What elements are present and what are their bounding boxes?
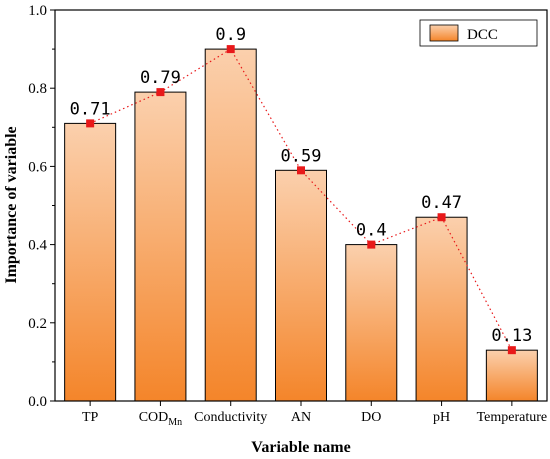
bar-conductivity	[204, 48, 257, 402]
bar-tp	[64, 122, 117, 402]
x-axis: TP CODMn Conductivity AN DO pH Temperature	[82, 401, 547, 428]
x-tick-label-an: AN	[291, 410, 311, 425]
y-axis: 0.0 0.2 0.4 0.6 0.8 1.0	[28, 3, 55, 410]
legend-swatch	[429, 24, 459, 42]
x-tick-label-temperature: Temperature	[477, 410, 548, 425]
y-tick-label: 0.6	[28, 159, 47, 175]
bar-ph	[415, 216, 468, 402]
marker-cod	[156, 88, 165, 97]
value-label-temperature: 0.13	[491, 326, 532, 346]
x-axis-label: Variable name	[251, 439, 350, 456]
value-label-do: 0.4	[356, 221, 387, 241]
y-tick-label: 0.8	[28, 81, 47, 97]
bars	[64, 48, 538, 402]
value-labels: 0.71 0.79 0.9 0.59 0.4 0.47 0.13	[70, 25, 533, 346]
value-label-cod: 0.79	[140, 68, 181, 88]
marker-do	[367, 240, 376, 249]
marker-conductivity	[226, 45, 235, 54]
legend: DCC	[419, 19, 538, 47]
value-label-an: 0.59	[281, 146, 322, 166]
value-label-tp: 0.71	[70, 99, 111, 119]
y-tick-label: 0.4	[28, 238, 47, 254]
y-axis-label: Importance of variable	[3, 126, 20, 283]
bar-do	[345, 244, 398, 402]
marker-tp	[86, 119, 95, 128]
x-tick-label-conductivity: Conductivity	[194, 410, 267, 425]
x-tick-label-tp: TP	[82, 410, 99, 425]
legend-label: DCC	[467, 27, 498, 43]
bar-temperature	[485, 349, 538, 402]
value-label-ph: 0.47	[421, 193, 462, 213]
x-tick-label-ph: pH	[433, 410, 450, 425]
x-tick-label-do: DO	[361, 410, 381, 425]
y-tick-label: 1.0	[28, 3, 47, 19]
bar-an	[275, 169, 327, 402]
importance-line	[86, 45, 516, 355]
y-tick-label: 0.0	[28, 394, 47, 410]
bar-cod	[134, 91, 187, 402]
value-label-conductivity: 0.9	[215, 25, 246, 45]
marker-ph	[437, 213, 446, 222]
marker-temperature	[507, 346, 516, 355]
x-tick-label-cod: CODMn	[139, 410, 182, 428]
marker-an	[297, 166, 305, 175]
y-tick-label: 0.2	[28, 316, 47, 332]
